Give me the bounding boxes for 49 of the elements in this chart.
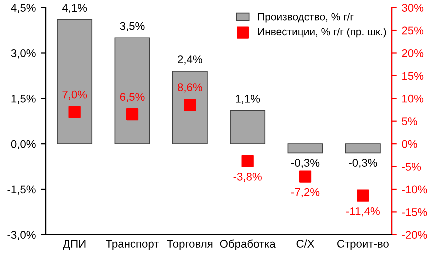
data-label: 6,5% bbox=[120, 93, 145, 102]
x-tick-label: С/Х bbox=[296, 240, 315, 248]
legend-label: Инвестиции, % г/г (пр. шк.) bbox=[258, 28, 386, 38]
bar bbox=[230, 110, 266, 144]
y2-tick-label: -10% bbox=[402, 186, 428, 194]
point bbox=[184, 98, 196, 112]
y-tick-label: 4,5% bbox=[11, 4, 36, 14]
data-label: 7,0% bbox=[62, 90, 88, 100]
y-tick-label: 3,0% bbox=[11, 50, 36, 59]
y2-tick-label: 0% bbox=[402, 140, 418, 148]
point bbox=[299, 170, 312, 183]
bar bbox=[114, 38, 150, 144]
data-label: 8,6% bbox=[178, 84, 202, 93]
y2-tick-label: 25% bbox=[402, 26, 424, 35]
y2-tick-label: 20% bbox=[402, 50, 424, 58]
x-tick-label: ДПИ bbox=[63, 240, 86, 250]
bar bbox=[288, 144, 324, 154]
data-label: 3,5% bbox=[120, 22, 145, 32]
data-label: 1,1% bbox=[236, 95, 260, 104]
point bbox=[126, 108, 139, 121]
data-label: -0,3% bbox=[349, 159, 378, 168]
data-label: -7,2% bbox=[291, 188, 320, 198]
x-tick-label: Торговля bbox=[167, 240, 213, 250]
x-tick-label: Транспорт bbox=[106, 240, 160, 250]
data-label: 2,4% bbox=[178, 56, 202, 65]
y2-tick-label: -5% bbox=[402, 163, 422, 171]
y-tick-label: 0,0% bbox=[11, 140, 36, 150]
y2-tick-label: 5% bbox=[402, 118, 418, 126]
data-label: 4,1% bbox=[62, 4, 88, 14]
point bbox=[68, 106, 81, 118]
data-label: -3,8% bbox=[234, 172, 262, 182]
y-tick-label: -3,0% bbox=[8, 231, 36, 240]
y2-tick-label: -20% bbox=[402, 231, 428, 240]
y2-tick-label: 15% bbox=[402, 72, 424, 80]
legend-label: Производство, % г/г bbox=[258, 13, 354, 23]
y-tick-label: 1,5% bbox=[12, 94, 36, 104]
y2-tick-label: 30% bbox=[402, 4, 424, 12]
bar bbox=[172, 70, 208, 144]
y2-tick-label: 10% bbox=[402, 94, 424, 103]
point bbox=[242, 155, 254, 168]
x-tick-label: Строит-во bbox=[338, 240, 389, 250]
y2-tick-label: -15% bbox=[402, 208, 428, 216]
point bbox=[357, 190, 370, 202]
bar bbox=[345, 144, 381, 154]
x-tick-label: Обработка bbox=[220, 240, 276, 250]
data-label: -11,4% bbox=[346, 208, 380, 217]
data-label: -0,3% bbox=[291, 159, 320, 168]
y-tick-label: -1,5% bbox=[8, 186, 36, 195]
bar bbox=[57, 20, 93, 144]
